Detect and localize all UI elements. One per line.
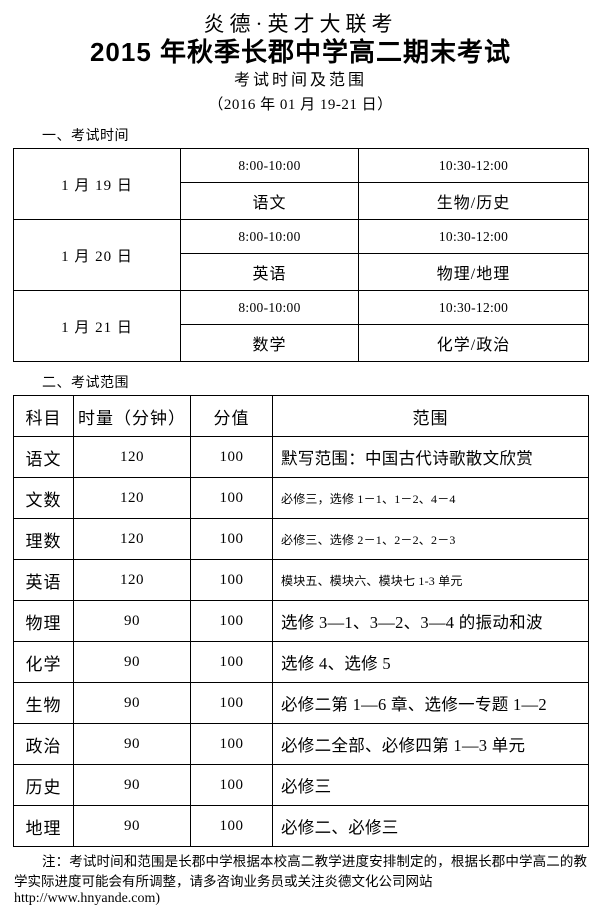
scope-subject: 理数 bbox=[13, 518, 74, 561]
scope-subject: 英语 bbox=[13, 559, 74, 602]
schedule-slot1-time: 8:00-10:00 bbox=[180, 290, 359, 325]
table-header-row: 科目 时量（分钟） 分值 范围 bbox=[13, 395, 589, 438]
schedule-slot2-subject: 化学/政治 bbox=[358, 323, 589, 363]
section-heading-exam-time: 一、考试时间 bbox=[42, 127, 129, 144]
scope-subject: 政治 bbox=[13, 723, 74, 766]
scope-duration: 90 bbox=[73, 641, 191, 684]
scope-duration: 90 bbox=[73, 600, 191, 643]
table-row: 英语 物理/地理 bbox=[14, 252, 589, 292]
scope-subject: 化学 bbox=[13, 641, 74, 684]
scope-subject: 地理 bbox=[13, 805, 74, 848]
scope-duration: 90 bbox=[73, 682, 191, 725]
footer-note-url: http://www.hnyande.com) bbox=[14, 891, 161, 907]
table-row: 理数 120 100 必修三、选修 2－1、2－2、2－3 bbox=[13, 518, 589, 561]
table-row: 地理 90 100 必修二、必修三 bbox=[13, 805, 589, 848]
scope-score: 100 bbox=[190, 436, 273, 479]
schedule-slot1-subject: 英语 bbox=[180, 252, 359, 292]
schedule-date: 1 月 21 日 bbox=[13, 290, 181, 363]
schedule-slot2-subject: 生物/历史 bbox=[358, 181, 589, 221]
column-header-duration: 时量（分钟） bbox=[73, 395, 191, 438]
scope-range: 选修 4、选修 5 bbox=[272, 641, 589, 684]
column-header-subject: 科目 bbox=[13, 395, 74, 438]
schedule-slot2-time: 10:30-12:00 bbox=[358, 290, 589, 325]
scope-score: 100 bbox=[190, 477, 273, 520]
table-row: 语文 生物/历史 bbox=[14, 181, 589, 221]
schedule-slot1-subject: 数学 bbox=[180, 323, 359, 363]
scope-subject: 物理 bbox=[13, 600, 74, 643]
table-row: 生物 90 100 必修二第 1—6 章、选修一专题 1—2 bbox=[13, 682, 589, 725]
scope-subject: 生物 bbox=[13, 682, 74, 725]
scope-score: 100 bbox=[190, 600, 273, 643]
table-row: 语文 120 100 默写范围：中国古代诗歌散文欣赏 bbox=[13, 436, 589, 479]
footer-note: 注：考试时间和范围是长郡中学根据本校高二教学进度安排制定的，根据长郡中学高二的教… bbox=[14, 854, 587, 889]
table-row: 政治 90 100 必修二全部、必修四第 1—3 单元 bbox=[13, 723, 589, 766]
scope-range: 必修三 bbox=[272, 764, 589, 807]
schedule-date: 1 月 19 日 bbox=[13, 148, 181, 221]
column-header-range: 范围 bbox=[272, 395, 589, 438]
scope-score: 100 bbox=[190, 682, 273, 725]
schedule-date: 1 月 20 日 bbox=[13, 219, 181, 292]
schedule-slot2-subject: 物理/地理 bbox=[358, 252, 589, 292]
document-brand-line: 炎德·英才大联考 bbox=[203, 12, 398, 36]
document-subtitle: 考试时间及范围 bbox=[233, 72, 367, 90]
scope-duration: 120 bbox=[73, 477, 191, 520]
scope-score: 100 bbox=[190, 518, 273, 561]
scope-range: 必修二、必修三 bbox=[272, 805, 589, 848]
scope-range: 必修三、选修 2－1、2－2、2－3 bbox=[272, 518, 589, 561]
schedule-slot1-time: 8:00-10:00 bbox=[180, 219, 359, 254]
scope-range: 模块五、模块六、模块七 1-3 单元 bbox=[272, 559, 589, 602]
schedule-slot2-time: 10:30-12:00 bbox=[358, 219, 589, 254]
table-row: 1 月 19 日 8:00-10:00 10:30-12:00 bbox=[13, 148, 589, 221]
table-row: 文数 120 100 必修三，选修 1－1、1－2、4－4 bbox=[13, 477, 589, 520]
section-heading-exam-scope: 二、考试范围 bbox=[42, 374, 129, 391]
table-row: 物理 90 100 选修 3—1、3—2、3—4 的振动和波 bbox=[13, 600, 589, 643]
scope-score: 100 bbox=[190, 641, 273, 684]
scope-score: 100 bbox=[190, 723, 273, 766]
exam-scope-table: 科目 时量（分钟） 分值 范围 语文 120 100 默写范围：中国古代诗歌散文… bbox=[13, 395, 589, 848]
table-row: 数学 化学/政治 bbox=[14, 323, 589, 363]
document-title: 2015 年秋季长郡中学高二期末考试 bbox=[89, 37, 512, 68]
schedule-slot1-time: 8:00-10:00 bbox=[180, 148, 359, 183]
schedule-slot2-time: 10:30-12:00 bbox=[358, 148, 589, 183]
scope-duration: 120 bbox=[73, 518, 191, 561]
scope-range: 必修三，选修 1－1、1－2、4－4 bbox=[272, 477, 589, 520]
scope-subject: 文数 bbox=[13, 477, 74, 520]
table-row: 英语 120 100 模块五、模块六、模块七 1-3 单元 bbox=[13, 559, 589, 602]
table-row: 1 月 20 日 8:00-10:00 10:30-12:00 bbox=[13, 219, 589, 292]
scope-range: 选修 3—1、3—2、3—4 的振动和波 bbox=[272, 600, 589, 643]
scope-duration: 90 bbox=[73, 764, 191, 807]
scope-range: 必修二第 1—6 章、选修一专题 1—2 bbox=[272, 682, 589, 725]
scope-score: 100 bbox=[190, 805, 273, 848]
scope-score: 100 bbox=[190, 764, 273, 807]
scope-subject: 历史 bbox=[13, 764, 74, 807]
scope-range: 默写范围：中国古代诗歌散文欣赏 bbox=[272, 436, 589, 479]
scope-duration: 120 bbox=[73, 436, 191, 479]
scope-subject: 语文 bbox=[13, 436, 74, 479]
exam-schedule-table: 1 月 19 日 8:00-10:00 10:30-12:00 语文 生物/历史… bbox=[13, 148, 589, 363]
schedule-slot1-subject: 语文 bbox=[180, 181, 359, 221]
scope-range: 必修二全部、必修四第 1—3 单元 bbox=[272, 723, 589, 766]
table-row: 历史 90 100 必修三 bbox=[13, 764, 589, 807]
scope-duration: 120 bbox=[73, 559, 191, 602]
table-row: 1 月 21 日 8:00-10:00 10:30-12:00 bbox=[13, 290, 589, 363]
column-header-score: 分值 bbox=[190, 395, 273, 438]
scope-duration: 90 bbox=[73, 805, 191, 848]
table-row: 化学 90 100 选修 4、选修 5 bbox=[13, 641, 589, 684]
scope-duration: 90 bbox=[73, 723, 191, 766]
document-date-line: （2016 年 01 月 19-21 日） bbox=[208, 96, 393, 113]
scope-score: 100 bbox=[190, 559, 273, 602]
